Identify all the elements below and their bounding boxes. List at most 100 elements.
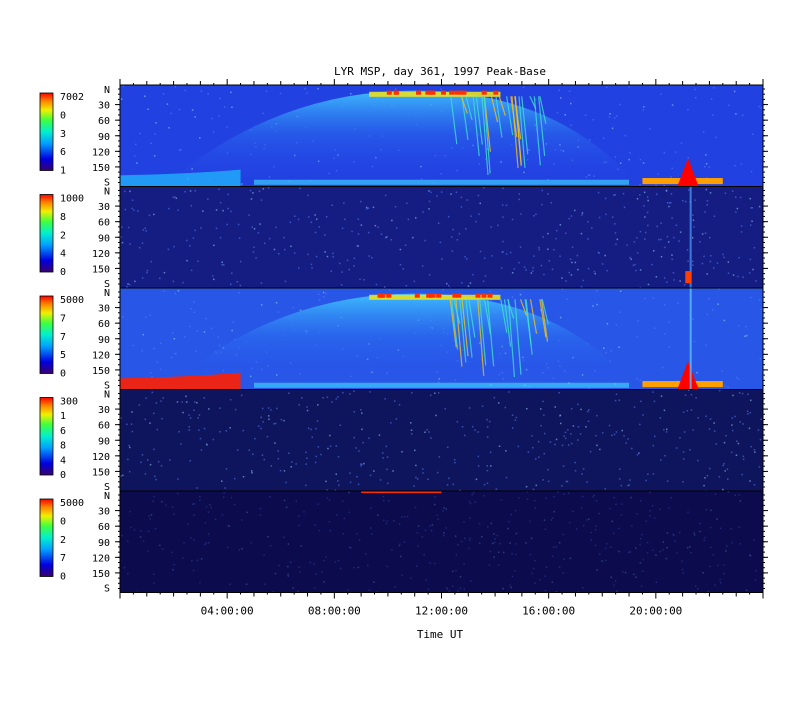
speckle xyxy=(122,316,124,318)
speckle xyxy=(582,524,585,527)
speckle xyxy=(357,483,360,486)
speckle xyxy=(174,292,177,295)
speckle xyxy=(570,124,572,126)
aurora-streak xyxy=(465,299,473,358)
speckle xyxy=(436,514,439,516)
aurora-streak xyxy=(529,299,538,334)
speckle xyxy=(582,495,584,498)
speckle xyxy=(504,406,507,409)
speckle xyxy=(710,546,712,549)
speckle xyxy=(501,204,504,206)
speckle xyxy=(581,212,584,214)
speckle xyxy=(307,216,310,218)
speckle xyxy=(295,463,297,465)
speckle xyxy=(470,215,472,217)
speckle xyxy=(574,209,576,212)
aurora-peak-spot xyxy=(386,293,392,298)
speckle xyxy=(145,397,147,399)
speckle xyxy=(413,280,416,283)
speckle xyxy=(310,221,313,223)
speckle xyxy=(157,461,160,463)
y-tick-label: 30 xyxy=(98,202,110,213)
speckle xyxy=(260,282,263,284)
speckle xyxy=(309,561,312,564)
speckle xyxy=(321,571,323,573)
speckle xyxy=(547,178,549,181)
speckle xyxy=(713,422,715,424)
y-label-south: S xyxy=(104,279,110,290)
speckle xyxy=(331,401,333,403)
speckle xyxy=(581,214,583,216)
speckle xyxy=(636,378,638,380)
speckle xyxy=(223,492,225,494)
speckle xyxy=(263,554,265,556)
speckle xyxy=(200,449,203,451)
speckle xyxy=(173,563,176,566)
speckle xyxy=(553,510,555,513)
speckle xyxy=(415,464,417,467)
speckle xyxy=(602,137,605,139)
speckle xyxy=(619,290,622,292)
speckle xyxy=(261,454,264,456)
speckle xyxy=(752,268,754,271)
speckle xyxy=(287,565,289,568)
speckle xyxy=(694,88,696,91)
speckle xyxy=(649,128,651,130)
speckle xyxy=(749,555,752,557)
speckle xyxy=(532,266,534,269)
speckle xyxy=(390,422,392,424)
speckle xyxy=(176,492,179,495)
speckle xyxy=(486,482,489,485)
speckle xyxy=(498,402,500,404)
speckle xyxy=(251,472,253,474)
speckle xyxy=(659,417,662,419)
speckle xyxy=(460,540,463,543)
speckle xyxy=(664,455,666,457)
speckle xyxy=(632,264,635,267)
speckle xyxy=(197,260,199,262)
speckle xyxy=(330,270,332,272)
speckle xyxy=(191,109,194,111)
evening-peak xyxy=(677,361,699,390)
aurora-streak xyxy=(506,96,514,136)
speckle xyxy=(190,205,193,207)
speckle xyxy=(430,191,432,194)
speckle xyxy=(331,204,333,206)
speckle xyxy=(337,559,340,562)
aurora-streak xyxy=(487,299,495,367)
speckle xyxy=(618,550,620,553)
speckle xyxy=(724,385,726,387)
speckle xyxy=(625,442,627,444)
aurora-peak-spot xyxy=(414,293,420,298)
speckle xyxy=(603,347,605,349)
speckle xyxy=(738,392,741,394)
speckle xyxy=(530,537,533,540)
speckle xyxy=(463,521,465,523)
speckle xyxy=(325,556,327,558)
speckle xyxy=(141,277,144,279)
speckle xyxy=(261,407,264,410)
speckle xyxy=(341,271,343,273)
speckle xyxy=(614,194,616,196)
speckle xyxy=(437,381,440,383)
speckle xyxy=(697,588,699,590)
speckle xyxy=(356,245,359,247)
evening-peak xyxy=(677,158,699,187)
speckle xyxy=(725,435,727,437)
speckle xyxy=(231,329,233,332)
aurora-streak xyxy=(453,299,461,324)
speckle xyxy=(236,281,239,283)
speckle xyxy=(666,235,669,238)
speckle xyxy=(314,461,317,464)
speckle xyxy=(520,213,522,215)
speckle xyxy=(377,514,379,516)
speckle xyxy=(245,583,248,585)
speckle xyxy=(363,462,365,465)
top-edge-feature xyxy=(361,491,442,493)
speckle xyxy=(662,541,665,543)
speckle xyxy=(287,573,289,576)
speckle xyxy=(288,392,290,394)
speckle xyxy=(682,451,685,453)
speckle xyxy=(593,175,595,177)
speckle xyxy=(614,580,617,582)
